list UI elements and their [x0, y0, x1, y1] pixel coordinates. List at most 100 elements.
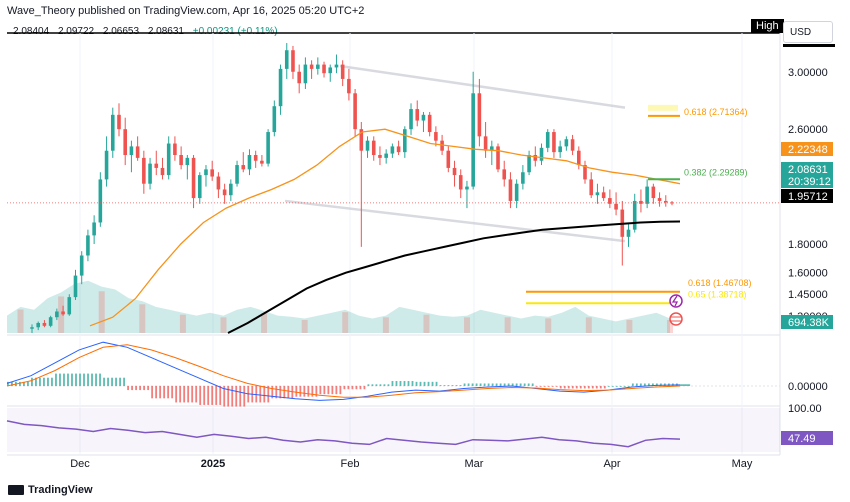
candle-body [98, 179, 103, 223]
price-tag-label: 2.08631 [788, 164, 828, 176]
macd-histogram-bar [27, 381, 29, 386]
volume-bar [423, 314, 430, 333]
volume-bar [342, 312, 349, 333]
candle-body [30, 327, 34, 329]
macd-histogram-bar [467, 383, 470, 386]
macd-histogram-bar [267, 385, 270, 403]
candle-body [347, 78, 351, 94]
candle-body [154, 163, 159, 168]
macd-histogram-bar [583, 385, 586, 389]
candle-body [241, 165, 246, 170]
macd-histogram-bar [7, 381, 9, 386]
candle-body [117, 114, 121, 130]
y-tick-label: 1.60000 [788, 268, 828, 280]
macd-histogram-bar [680, 384, 682, 386]
candle-body [465, 186, 469, 190]
candle-body [657, 198, 662, 201]
macd-histogram-bar [527, 383, 530, 386]
candle-body [539, 147, 544, 161]
candle-body [552, 132, 556, 153]
candle-body [92, 222, 96, 236]
macd-histogram-bar [627, 385, 630, 387]
candle-body [595, 192, 600, 196]
macd-histogram-bar [587, 385, 590, 389]
macd-histogram-bar [427, 381, 430, 386]
macd-histogram-bar [151, 385, 154, 399]
candle-body [334, 64, 339, 68]
macd-histogram-bar [491, 383, 494, 386]
fib-level-label: 0.65 (1.38718) [688, 289, 747, 299]
macd-histogram-bar [219, 385, 222, 405]
macd-histogram-bar [681, 384, 684, 386]
currency-button[interactable]: USD [783, 21, 833, 43]
candle-body [632, 200, 637, 230]
y-tick-label: 2.60000 [788, 124, 828, 136]
macd-histogram-bar [603, 385, 606, 389]
macd-histogram-bar [615, 385, 618, 387]
macd-histogram-bar [91, 373, 93, 386]
macd-histogram-bar [599, 385, 602, 389]
macd-histogram-bar [575, 385, 578, 389]
macd-histogram-bar [39, 377, 41, 386]
macd-histogram-bar [155, 385, 158, 399]
macd-histogram-bar [459, 385, 462, 386]
candle-body [446, 150, 451, 168]
macd-histogram-bar [187, 385, 190, 403]
price-tag-label: 2.22348 [788, 144, 828, 156]
macd-histogram-bar [75, 373, 77, 386]
candle-body [396, 146, 401, 153]
volume-bar [382, 317, 389, 333]
macd-histogram-bar [211, 385, 214, 405]
ohlc-close: 2.08631 [147, 26, 184, 37]
macd-histogram-bar [87, 373, 89, 386]
volume-tag-label: 694.38K [788, 317, 830, 329]
macd-histogram-bar [439, 385, 442, 386]
macd-histogram-bar [555, 385, 558, 387]
macd-histogram-bar [11, 381, 13, 386]
macd-histogram-bar [63, 373, 65, 386]
macd-histogram-bar [123, 377, 125, 386]
x-tick-label: Dec [70, 458, 90, 470]
us-flag-event-icon [669, 312, 683, 326]
macd-histogram-bar [139, 385, 141, 391]
macd-histogram-bar [163, 385, 166, 399]
macd-histogram-bar [327, 385, 330, 395]
candle-body [173, 143, 177, 156]
candle-body [421, 114, 426, 121]
macd-histogram-bar [371, 384, 374, 386]
macd-histogram-bar [115, 377, 117, 386]
candle-body [483, 136, 488, 151]
macd-histogram-bar [231, 385, 234, 407]
macd-histogram-bar [131, 385, 133, 391]
volume-bar [545, 318, 552, 333]
macd-histogram-bar [111, 377, 113, 386]
candle-body [639, 200, 643, 204]
macd-histogram-bar [403, 381, 406, 386]
x-tick-label: Mar [465, 458, 484, 470]
candle-body [521, 172, 525, 184]
high-button[interactable]: High [751, 19, 784, 33]
currency-underline [783, 44, 835, 47]
macd-histogram-bar [107, 377, 109, 386]
price-tag [781, 189, 833, 203]
volume-bar [626, 319, 633, 333]
macd-histogram-bar [283, 385, 286, 399]
candle-body [608, 198, 612, 204]
volume-bar [98, 291, 105, 333]
y-tick-label: 3.00000 [788, 67, 828, 79]
candle-body [36, 322, 41, 328]
price-tag [781, 174, 833, 188]
macd-histogram-bar [311, 385, 314, 397]
macd-histogram-bar [331, 385, 334, 395]
x-tick-label: Apr [603, 458, 620, 470]
macd-histogram-bar [135, 385, 137, 391]
lightning-event-icon [669, 294, 683, 308]
volume-bar [58, 296, 65, 333]
macd-histogram-bar [595, 385, 598, 389]
macd-histogram-bar [379, 384, 382, 386]
macd-histogram-bar [567, 385, 570, 389]
macd-histogram-bar [43, 377, 45, 386]
candle-body [55, 311, 59, 318]
